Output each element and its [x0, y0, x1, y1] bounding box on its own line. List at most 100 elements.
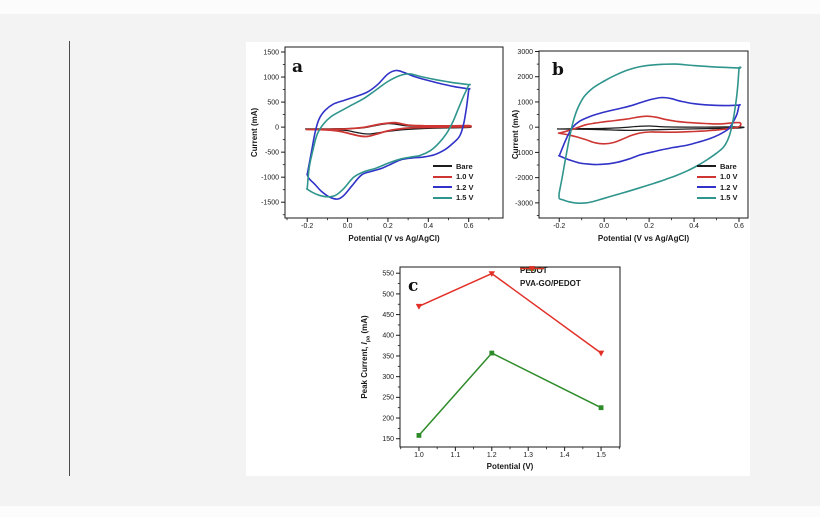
x-tick-label: -0.2: [301, 223, 313, 230]
panel-b: -0.2 0.0 0.2 0.4 0.6 -3000 -2000 -1000 0 1000 2000…: [512, 42, 756, 250]
legend-label: 1.2 V: [456, 182, 474, 192]
series-1-2-v: [306, 69, 471, 200]
x-tick-label: 0.4: [423, 223, 433, 230]
data-point-marker: [416, 433, 422, 438]
legend-label: 1.0 V: [456, 172, 474, 181]
y-tick-label: 150: [382, 436, 394, 443]
y-tick-label: -500: [265, 150, 279, 157]
data-point-marker: [488, 271, 495, 278]
legend-item: Bare: [697, 161, 738, 172]
plot-frame: [284, 46, 504, 219]
y-axis-label: Current (mA): [512, 110, 520, 160]
data-point-marker: [598, 405, 604, 411]
panel-letter-c: c: [408, 276, 418, 296]
y-tick-label: -1000: [261, 175, 279, 182]
y-tick-label: 1000: [517, 99, 533, 106]
y-tick-label: 350: [382, 353, 394, 360]
legend-swatch: [697, 165, 716, 168]
x-tick-label: 1.1: [450, 452, 460, 459]
panel-c-chart: 1.0 1.1 1.2 1.3 1.4 1.5 150 200 250 300 350 400 450 5…: [360, 266, 621, 471]
panel-c-legend: PEDOTPVA-GO/PEDOT: [520, 264, 581, 290]
legend-swatch: [697, 175, 716, 178]
legend-label: 1.5 V: [456, 193, 474, 202]
y-tick-label: 450: [382, 312, 394, 319]
legend-label: Bare: [456, 161, 473, 171]
y-tick-label: 400: [382, 333, 394, 340]
y-tick-label: 500: [267, 99, 279, 106]
y-tick-label: 1000: [263, 74, 279, 81]
y-tick-label: 250: [382, 395, 394, 402]
y-tick-label: -2000: [515, 175, 533, 182]
x-axis-label: Potential (V vs Ag/AgCl): [598, 234, 690, 243]
series-1-5-v: [305, 73, 471, 198]
legend-label: Bare: [720, 161, 737, 171]
y-tick-label: -1000: [515, 150, 533, 157]
series-1-0-v: [305, 121, 473, 138]
y-tick-label: 300: [382, 374, 394, 381]
y-tick-label: 500: [382, 291, 394, 298]
legend-item: 1.2 V: [433, 182, 474, 193]
x-tick-label: 0.2: [383, 223, 393, 230]
legend-item: PVA-GO/PEDOT: [520, 266, 581, 290]
plot-frame: [538, 50, 749, 219]
legend-item: 1.0 V: [697, 172, 738, 183]
y-tick-label: -1500: [261, 200, 279, 207]
y-tick-label: 0: [275, 125, 279, 132]
panel-b-chart: -0.2 0.0 0.2 0.4 0.6 -3000 -2000 -1000 0 1000 2000…: [512, 49, 749, 243]
panel-a: -0.2 0.0 0.2 0.4 0.6 -1500 -1000 -500 0 500 1000 15…: [248, 42, 506, 250]
x-tick-label: 0.0: [343, 223, 353, 230]
legend-item: 1.5 V: [697, 193, 738, 204]
y-tick-label: 3000: [517, 49, 533, 56]
x-tick-label: 0.6: [734, 223, 744, 230]
y-axis-label: Current (mA): [250, 108, 259, 158]
data-point-marker: [415, 303, 423, 310]
panel-b-legend: Bare 1.0 V 1.2 V 1.5 V: [697, 161, 738, 203]
y-axis-label: Peak Current, Ipa (mA): [360, 315, 371, 399]
legend-item: 1.5 V: [433, 193, 474, 204]
x-tick-label: -0.2: [553, 223, 565, 230]
x-tick-label: 1.0: [414, 452, 424, 459]
y-tick-label: 200: [382, 415, 394, 422]
series-1-2-v: [558, 96, 741, 166]
y-tick-label: 550: [382, 271, 394, 278]
series-bare: [556, 125, 745, 132]
x-tick-label: 0.6: [464, 223, 474, 230]
legend-swatch: [697, 196, 716, 199]
legend-label: 1.5 V: [720, 193, 738, 202]
x-axis-label: Potential (V vs Ag/AgCl): [348, 234, 440, 243]
x-tick-label: 1.5: [596, 452, 606, 459]
legend-swatch: [697, 186, 716, 189]
panel-letter-b: b: [552, 60, 564, 80]
plot-frame: [399, 266, 621, 448]
legend-swatch: [433, 165, 452, 168]
legend-item: 1.0 V: [433, 172, 474, 183]
top-strip: [0, 0, 820, 14]
panel-c: 1.0 1.1 1.2 1.3 1.4 1.5 150 200 250 300 350 400 450 5…: [356, 250, 628, 478]
x-tick-label: 0.2: [644, 223, 654, 230]
legend-swatch: [520, 266, 544, 272]
data-point-marker: [489, 350, 495, 356]
x-tick-label: 0.4: [689, 223, 699, 230]
x-tick-label: 0.0: [599, 223, 609, 230]
x-tick-label: 1.3: [523, 452, 533, 459]
panel-a-chart: -0.2 0.0 0.2 0.4 0.6 -1500 -1000 -500 0 500 1000 15…: [250, 46, 504, 243]
data-point-marker: [528, 266, 536, 272]
y-tick-label: -3000: [515, 200, 533, 207]
vertical-rule: [69, 41, 70, 476]
legend-label: 1.0 V: [720, 172, 738, 181]
x-axis-label: Potential (V): [487, 462, 534, 471]
legend-label: PVA-GO/PEDOT: [520, 278, 581, 288]
y-tick-label: 0: [529, 125, 533, 132]
series-1-5-v: [558, 63, 742, 204]
x-tick-label: 1.4: [560, 452, 570, 459]
data-point-marker: [597, 350, 605, 357]
panel-a-legend: Bare 1.0 V 1.2 V 1.5 V: [433, 161, 474, 203]
legend-swatch: [433, 196, 452, 199]
legend-swatch: [433, 186, 452, 189]
legend-label: 1.2 V: [720, 182, 738, 192]
panel-letter-a: a: [292, 57, 303, 77]
y-tick-label: 2000: [517, 74, 533, 81]
legend-swatch: [433, 175, 452, 178]
bottom-strip: [0, 506, 820, 517]
